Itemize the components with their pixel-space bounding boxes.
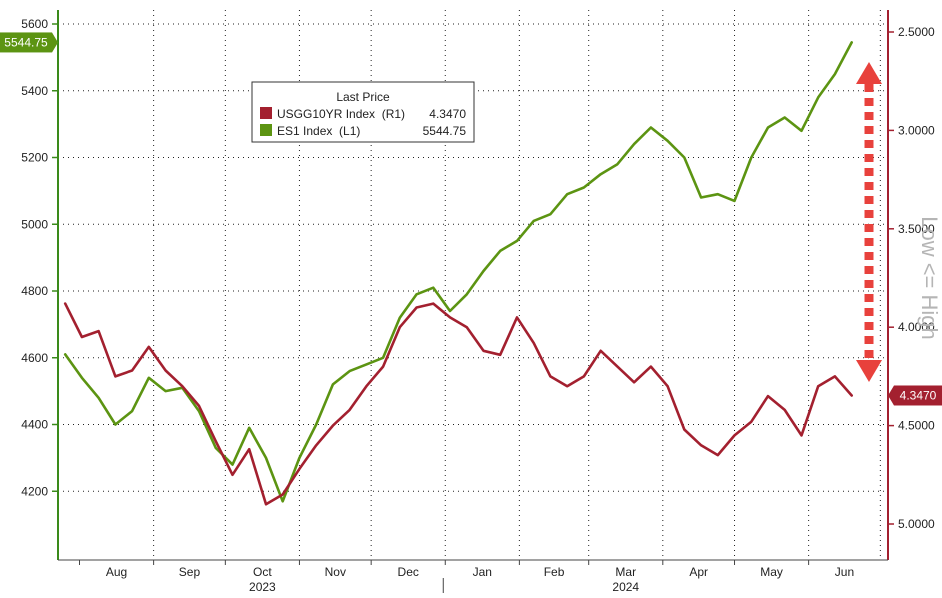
year-label: 2024	[612, 580, 639, 593]
legend-series-name: ES1 Index (L1)	[277, 124, 360, 138]
legend-series-value: 4.3470	[429, 107, 466, 121]
es1-last-value-tag-pointer	[52, 32, 58, 53]
month-label: Jan	[473, 565, 492, 579]
left-tick-label: 4600	[21, 351, 48, 365]
legend-box	[251, 81, 475, 143]
month-label: Sep	[179, 565, 201, 579]
right-tick-label: 3.5000	[898, 222, 935, 236]
annotation-arrow	[856, 62, 882, 382]
month-label: Nov	[325, 565, 346, 579]
right-tick-label: 4.0000	[898, 320, 935, 334]
usgg10yr-last-value-tag	[894, 385, 942, 406]
month-label: May	[760, 565, 783, 579]
es1-last-value-text: 5544.75	[4, 35, 48, 49]
legend-series-value: 5544.75	[423, 124, 467, 138]
left-tick-label: 5000	[21, 217, 48, 231]
left-tick-label: 4800	[21, 284, 48, 298]
legend-title: Last Price	[336, 90, 390, 104]
left-tick-label: 5600	[21, 17, 48, 31]
legend-series-name: USGG10YR Index (R1)	[277, 107, 405, 121]
left-tick-label: 5400	[21, 84, 48, 98]
year-label: 2023	[249, 580, 276, 593]
right-tick-label: 2.5000	[898, 25, 935, 39]
left-tick-label: 4400	[21, 418, 48, 432]
month-label: Mar	[615, 565, 636, 579]
annotation-arrow-head-down	[856, 360, 882, 382]
month-label: Oct	[253, 565, 272, 579]
grid	[58, 10, 888, 560]
annotation-arrow-head-up	[856, 62, 882, 84]
series-layer	[63, 41, 854, 506]
usgg10yr-last-value-tag-pointer	[888, 385, 894, 406]
left-tick-label: 4200	[21, 484, 48, 498]
month-label: Jun	[835, 565, 854, 579]
usgg10yr-series-line	[63, 302, 854, 506]
es1-last-value-tag	[0, 32, 52, 53]
right-axis-side-label: Low <= High	[917, 216, 942, 340]
month-label: Dec	[398, 565, 419, 579]
right-tick-label: 5.0000	[898, 517, 935, 531]
right-tick-label: 3.0000	[898, 123, 935, 137]
month-label: Feb	[544, 565, 565, 579]
legend: Last Price USGG10YR Index (R1) 4.3470 ES1 I…	[251, 81, 475, 143]
right-tick-label: 4.5000	[898, 419, 935, 433]
es1-series-line	[63, 41, 854, 503]
usgg10yr-last-value-text: 4.3470	[900, 388, 937, 402]
month-label: Aug	[106, 565, 127, 579]
month-label: Apr	[689, 565, 708, 579]
left-tick-label: 5200	[21, 151, 48, 165]
legend-swatch	[260, 107, 272, 119]
legend-swatch	[260, 124, 272, 136]
last-value-tags: 5544.75 4.3470	[0, 32, 942, 406]
axes: 5600 5400 5200 5000 4800 4600 4400 4200 2.5000 3.…	[21, 10, 942, 594]
